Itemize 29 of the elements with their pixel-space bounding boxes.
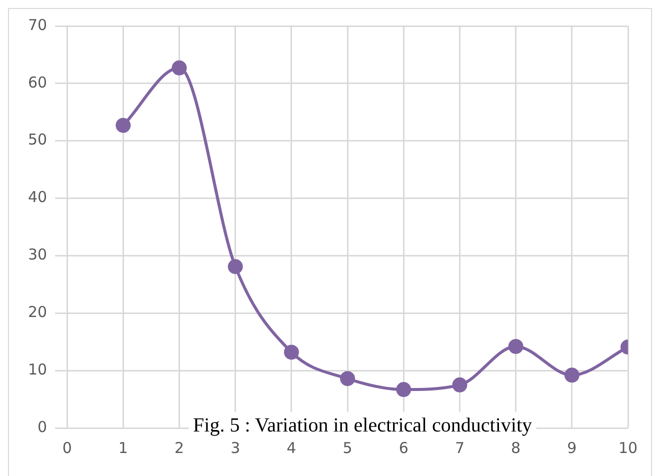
x-tick-label: 4 [286,438,296,457]
y-tick-label: 20 [28,303,48,322]
x-tick-label: 7 [454,438,464,457]
x-tick-label: 0 [62,438,72,457]
x-tick-label: 1 [118,438,128,457]
x-tick-label: 2 [174,438,184,457]
x-tick-label: 6 [398,438,408,457]
annotation: Fig. 5 : Variation in electrical conductivity [193,414,532,436]
point [340,371,356,386]
x-tick-label: 9 [567,438,577,457]
point [396,382,412,398]
point [116,118,131,133]
x-tick-label: 8 [511,438,521,457]
point [508,338,524,354]
y-tick-label: 60 [28,73,48,92]
point [452,377,468,392]
point [228,259,243,274]
y-tick-label: 30 [28,246,48,264]
y-tick-label: 50 [28,130,48,149]
y-tick-label: 0 [38,418,48,436]
y-tick-label: 10 [28,360,48,378]
point [564,368,580,383]
y-tick-label: 70 [28,16,48,34]
x-tick-label: 5 [342,438,352,457]
y-tick-label: 40 [28,188,48,206]
x-tick-label: 10 [618,438,638,457]
point [172,60,187,76]
point [284,344,299,360]
x-tick-label: 3 [230,438,240,457]
